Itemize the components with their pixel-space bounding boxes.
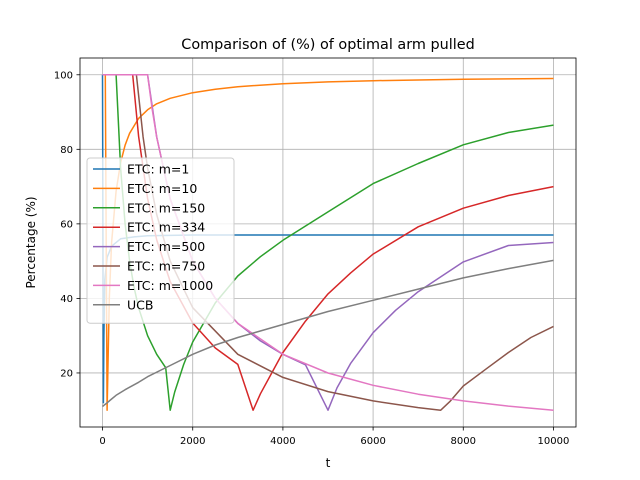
legend[interactable]: ETC: m=1 ETC: m=10 ETC: m=150 ETC: m=334 ETC…: [86, 157, 235, 324]
x-axis: 0 2000 4000 6000 8000 10000: [99, 427, 569, 447]
y-tick-label: 60: [60, 219, 73, 230]
series-line-7: [102, 74, 554, 411]
y-tick-label: 80: [60, 145, 73, 156]
y-tick-label: 40: [60, 294, 73, 305]
legend-box: [86, 157, 235, 324]
legend-label-4: ETC: m=334: [127, 220, 205, 235]
plot-frame: [79, 57, 577, 428]
series-line-8: [102, 259, 554, 408]
legend-label-7: ETC: m=1000: [127, 278, 213, 293]
x-tick-label: 6000: [360, 436, 385, 447]
legend-label-3: ETC: m=150: [127, 200, 205, 215]
legend-label-1: ETC: m=1: [127, 162, 189, 177]
y-tick-label: 20: [60, 369, 73, 380]
x-tick-label: 10000: [538, 436, 570, 447]
x-axis-label: t: [326, 456, 331, 470]
y-axis-label: Percentage (%): [24, 196, 38, 288]
legend-label-8: UCB: [127, 297, 153, 312]
x-tick-label: 2000: [180, 436, 205, 447]
y-axis: 20 40 60 80 100: [54, 70, 80, 380]
chart-title: Comparison of (%) of optimal arm pulled: [181, 37, 474, 53]
y-tick-label: 100: [54, 70, 73, 81]
legend-label-6: ETC: m=750: [127, 259, 205, 274]
x-tick-label: 4000: [270, 436, 295, 447]
x-tick-label: 0: [99, 436, 105, 447]
legend-label-5: ETC: m=500: [127, 239, 205, 254]
legend-label-2: ETC: m=10: [127, 181, 197, 196]
x-tick-label: 8000: [451, 436, 476, 447]
